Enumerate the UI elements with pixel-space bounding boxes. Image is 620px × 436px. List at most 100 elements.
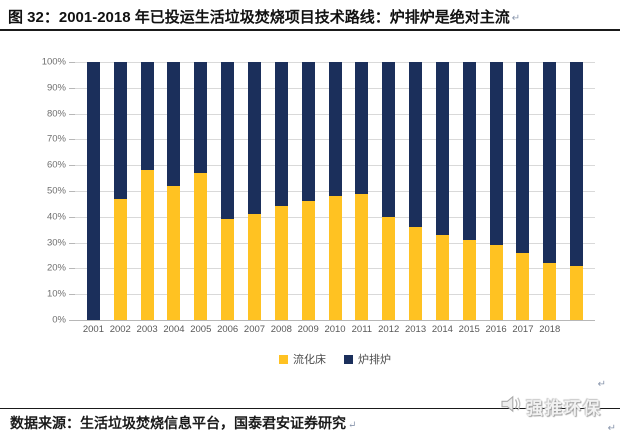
y-tick-label: 40% [46, 211, 66, 223]
bar-slot [80, 62, 107, 320]
y-tick [69, 139, 75, 141]
bar-segment-fluidized [543, 263, 557, 320]
stacked-bar-2006 [221, 62, 235, 320]
bar-segment-grate [274, 62, 288, 207]
stacked-bar-2005 [194, 62, 208, 320]
bar-segment-grate [355, 62, 369, 194]
bar-slot [536, 62, 563, 320]
bar-slot [429, 62, 456, 320]
y-tick-label: 90% [46, 82, 66, 94]
return-mark-icon: ↵ [597, 379, 606, 390]
bar-segment-fluidized [489, 245, 503, 320]
speaker-icon [500, 395, 522, 418]
bar-slot [322, 62, 349, 320]
y-tick-label: 70% [46, 133, 66, 145]
bar-segment-grate [328, 62, 342, 197]
return-mark-icon: ↵ [348, 420, 357, 431]
y-tick [69, 216, 75, 218]
x-tick-label: 2009 [297, 324, 319, 335]
legend-swatch-icon [279, 354, 288, 364]
y-tick [69, 191, 75, 192]
bar-slot [214, 62, 241, 320]
title-divider [0, 29, 620, 31]
bar-segment-fluidized [570, 265, 584, 320]
stacked-bar-2012 [382, 62, 396, 320]
stacked-bar-2009 [301, 62, 315, 320]
stacked-bar-2014 [435, 62, 449, 320]
legend-label: 炉排炉 [358, 354, 391, 366]
bar-segment-fluidized [274, 206, 288, 320]
return-mark-icon: ↵ [511, 12, 521, 24]
x-tick-label: 2016 [485, 324, 507, 335]
y-tick-label: 30% [46, 237, 66, 249]
legend-item: 流化床 [279, 351, 326, 367]
bar-slot [161, 62, 188, 320]
bar-slot [402, 62, 429, 320]
stacked-bar-2011 [355, 62, 369, 320]
x-tick-label: 2002 [109, 324, 131, 335]
bar-segment-fluidized [113, 198, 127, 320]
bar-slot [107, 62, 134, 320]
y-tick [69, 242, 75, 244]
y-tick [69, 87, 75, 89]
stacked-bar-2013 [409, 62, 423, 320]
y-tick-label: 60% [46, 159, 66, 171]
x-tick-label: 2010 [324, 324, 346, 335]
bar-segment-grate [113, 62, 127, 199]
stacked-bar-2002 [113, 62, 127, 320]
y-tick-label: 50% [46, 185, 66, 197]
x-axis-labels: 2001 2002 2003 2004 2005 2006 2007 2008 2009 2010… [75, 324, 595, 335]
bar-segment-fluidized [382, 216, 396, 320]
bar-slot [295, 62, 322, 320]
x-tick-label [563, 324, 590, 335]
data-source-note: 数据来源：生活垃圾焚烧信息平台，国泰君安证券研究 ↵ [10, 413, 356, 433]
y-tick-label: 10% [46, 288, 66, 300]
bar-segment-fluidized [435, 234, 449, 320]
bar-segment-grate [409, 62, 423, 228]
bar-segment-grate [167, 62, 181, 186]
brand-watermark: 强推环保 [500, 394, 602, 419]
bar-slot [563, 62, 590, 320]
return-mark-icon: ↵ [607, 423, 616, 434]
stacked-bar-2001 [86, 62, 100, 320]
stacked-bar-2003 [140, 62, 154, 320]
brand-watermark-text: 强推环保 [526, 399, 602, 418]
y-tick-label: 80% [46, 108, 66, 120]
bars-row [75, 62, 595, 320]
bar-segment-grate [382, 62, 396, 217]
bar-segment-grate [489, 62, 503, 246]
x-tick-label: 2004 [163, 324, 185, 335]
stacked-bar-2008 [274, 62, 288, 320]
y-tick [69, 165, 75, 167]
y-tick [69, 113, 75, 115]
stacked-bar-2007 [247, 62, 261, 320]
bar-segment-fluidized [516, 252, 530, 320]
x-tick-label: 2013 [404, 324, 427, 335]
bar-slot [375, 62, 402, 320]
bar-slot [456, 62, 483, 320]
bar-slot [241, 62, 268, 320]
x-tick-label: 2011 [351, 324, 373, 335]
figure-title-text: 图 32：2001-2018 年已投运生活垃圾焚烧项目技术路线：炉排炉是绝对主流 [8, 9, 510, 26]
bar-segment-fluidized [221, 219, 235, 320]
plot-area [75, 62, 595, 321]
chart-legend: 流化床 炉排炉 [75, 351, 595, 367]
y-tick-label: 20% [46, 262, 66, 274]
data-source-text: 数据来源：生活垃圾焚烧信息平台，国泰君安证券研究 [10, 417, 346, 432]
y-tick-label: 0% [52, 314, 66, 326]
x-tick-label: 2006 [217, 324, 239, 335]
bar-slot [134, 62, 161, 320]
x-tick-label: 2008 [270, 324, 292, 335]
bar-segment-grate [140, 62, 154, 171]
stacked-bar-2010 [328, 62, 342, 320]
gridline [75, 320, 595, 321]
bar-segment-fluidized [247, 214, 261, 320]
bar-slot [348, 62, 375, 320]
stacked-bar-2017 [516, 62, 530, 320]
bar-segment-grate [543, 62, 557, 264]
x-tick-label: 2018 [539, 324, 561, 335]
bar-segment-fluidized [328, 196, 342, 320]
y-tick-label: 100% [41, 56, 66, 68]
bar-segment-fluidized [140, 170, 154, 320]
